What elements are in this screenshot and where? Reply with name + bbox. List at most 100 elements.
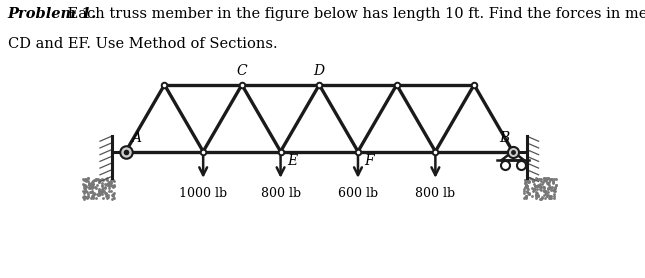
Point bbox=[533, 184, 543, 189]
Point bbox=[547, 177, 557, 182]
Point bbox=[533, 193, 543, 197]
Point bbox=[545, 194, 555, 198]
Point bbox=[550, 186, 561, 191]
Point bbox=[522, 184, 532, 188]
Point bbox=[535, 187, 545, 192]
Point bbox=[95, 192, 105, 196]
Point bbox=[88, 182, 98, 186]
Point bbox=[537, 195, 547, 199]
Point bbox=[81, 189, 92, 193]
Point bbox=[86, 182, 97, 186]
Point bbox=[549, 196, 559, 200]
Point bbox=[98, 196, 108, 200]
Point bbox=[104, 189, 114, 193]
Point bbox=[528, 194, 538, 198]
Point bbox=[91, 177, 101, 182]
Point bbox=[88, 196, 98, 200]
Point bbox=[527, 177, 537, 181]
Point bbox=[80, 194, 90, 199]
Point bbox=[81, 185, 91, 189]
Point bbox=[97, 186, 108, 190]
Point bbox=[531, 196, 541, 200]
Point bbox=[101, 192, 111, 196]
Point bbox=[543, 186, 553, 190]
Point bbox=[87, 184, 97, 189]
Point bbox=[537, 179, 548, 184]
Point bbox=[88, 193, 98, 198]
Point bbox=[97, 189, 107, 194]
Text: CD and EF. Use Method of Sections.: CD and EF. Use Method of Sections. bbox=[8, 37, 277, 51]
Point bbox=[550, 194, 560, 198]
Point bbox=[82, 196, 92, 201]
Point bbox=[92, 192, 102, 196]
Point bbox=[530, 186, 541, 191]
Point bbox=[103, 182, 114, 187]
Point bbox=[86, 190, 96, 194]
Point bbox=[529, 182, 539, 186]
Point bbox=[95, 190, 105, 195]
Point bbox=[530, 183, 541, 188]
Point bbox=[524, 191, 535, 195]
Point bbox=[80, 195, 90, 199]
Point bbox=[520, 195, 530, 199]
Point bbox=[103, 176, 113, 181]
Point bbox=[90, 178, 100, 182]
Point bbox=[541, 189, 551, 193]
Point bbox=[84, 190, 95, 194]
Point bbox=[526, 186, 537, 190]
Point bbox=[94, 193, 104, 197]
Point bbox=[541, 192, 551, 196]
Point bbox=[103, 180, 114, 184]
Point bbox=[531, 194, 541, 198]
Point bbox=[548, 188, 558, 193]
Point bbox=[521, 183, 531, 188]
Point bbox=[79, 186, 89, 190]
Point bbox=[535, 182, 545, 187]
Point bbox=[536, 196, 546, 201]
Point bbox=[528, 188, 539, 193]
Point bbox=[89, 192, 99, 196]
Point bbox=[539, 184, 550, 189]
Point bbox=[539, 186, 549, 191]
Point bbox=[540, 196, 550, 200]
Point bbox=[522, 176, 532, 181]
Point bbox=[91, 178, 101, 182]
Point bbox=[89, 178, 99, 182]
Text: C: C bbox=[237, 64, 247, 78]
Point bbox=[547, 185, 557, 189]
Point bbox=[523, 187, 533, 192]
Point bbox=[109, 184, 119, 189]
Point bbox=[546, 185, 557, 190]
Point bbox=[531, 189, 541, 194]
Point bbox=[520, 178, 530, 182]
Point bbox=[536, 185, 546, 189]
Point bbox=[519, 188, 530, 193]
Point bbox=[522, 186, 532, 190]
Point bbox=[89, 191, 99, 195]
Point bbox=[87, 186, 97, 190]
Point bbox=[542, 176, 552, 181]
Point bbox=[81, 183, 92, 188]
Point bbox=[79, 178, 89, 182]
Point bbox=[532, 184, 542, 188]
Point bbox=[539, 176, 549, 180]
Point bbox=[522, 188, 532, 193]
Point bbox=[86, 184, 97, 188]
Point bbox=[97, 182, 108, 187]
Point bbox=[549, 177, 559, 181]
Point bbox=[104, 180, 114, 184]
Point bbox=[533, 193, 543, 198]
Point bbox=[84, 182, 94, 187]
Point bbox=[79, 183, 90, 187]
Point bbox=[101, 177, 111, 181]
Point bbox=[88, 182, 98, 186]
Point bbox=[544, 186, 555, 190]
Point bbox=[519, 191, 530, 195]
Point bbox=[108, 193, 118, 198]
Point bbox=[103, 195, 113, 199]
Point bbox=[86, 195, 97, 199]
Point bbox=[531, 193, 541, 197]
Point bbox=[94, 180, 104, 184]
Point bbox=[78, 177, 88, 181]
Point bbox=[528, 178, 538, 182]
